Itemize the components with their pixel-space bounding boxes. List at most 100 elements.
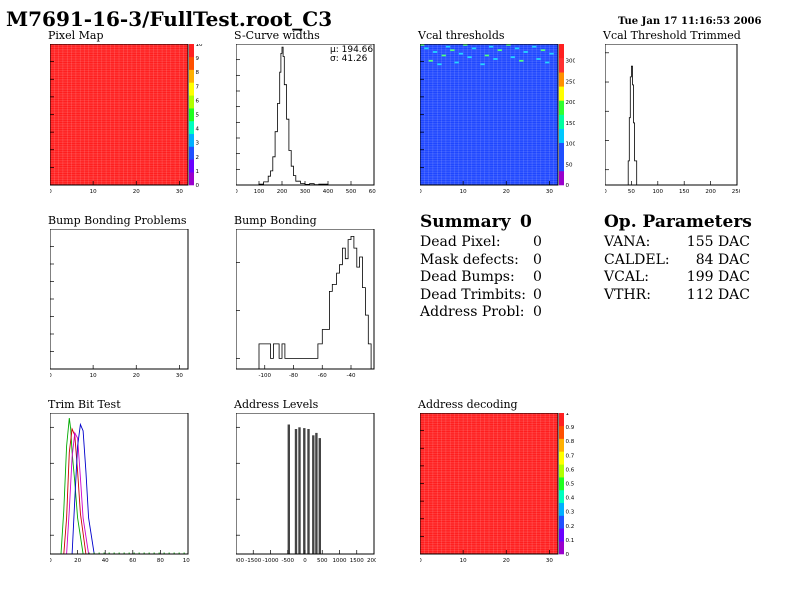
x-tick-label: -100 [259, 373, 272, 379]
palette-label: 300 [566, 59, 576, 65]
x-tick-label: 1000 [333, 558, 347, 563]
palette-label: 0 [196, 183, 200, 189]
palette-swatch [189, 56, 194, 70]
palette-label: 0.9 [566, 425, 575, 431]
summary-row: Mask defects: 0 [420, 252, 550, 270]
palette-label: 0.6 [566, 467, 575, 473]
palette-swatch [189, 172, 194, 186]
op-param-row: VANA: 155 DAC [604, 234, 754, 252]
heatmap-cell [432, 51, 438, 53]
summary-row: Dead Bumps: 0 [420, 269, 550, 287]
x-tick-label: -60 [318, 373, 327, 379]
palette-swatch [559, 489, 564, 503]
summary-label: Dead Pixel: [420, 234, 501, 250]
vcal-trimmed-title: Vcal Threshold Trimmed [603, 29, 741, 42]
palette-swatch [559, 58, 564, 73]
heatmap-cell [441, 54, 446, 57]
x-tick-label: 250 [732, 189, 740, 194]
x-tick-label: 2000 [367, 558, 376, 563]
x-tick-label: 1500 [350, 558, 364, 563]
trim-bit-title: Trim Bit Test [48, 398, 121, 411]
heatmap-cell [424, 47, 429, 50]
x-tick-label: 100 [254, 189, 265, 194]
bar-mark [312, 435, 315, 554]
x-tick-label: 200 [705, 189, 716, 194]
heatmap-fill [420, 413, 558, 554]
palette-label: 10 [196, 44, 203, 48]
x-tick-label: 0 [420, 558, 422, 563]
op-param-row: VCAL: 199 DAC [604, 269, 754, 287]
heatmap-cell [510, 56, 515, 59]
x-tick-label: 50 [628, 189, 635, 194]
x-tick-label: 100 [183, 558, 190, 563]
scurve-title: S-Curve widths [234, 29, 320, 42]
op-param-label: VTHR: [604, 286, 651, 303]
pixel-map-title: Pixel Map [48, 29, 104, 42]
op-param-label: VCAL: [604, 269, 649, 285]
heatmap-cell [458, 52, 464, 55]
series-line-1 [63, 427, 87, 555]
histogram-line [605, 65, 737, 186]
op-param-value: 112 DAC [686, 286, 750, 303]
summary-value: 0 [533, 251, 542, 268]
palette-swatch [189, 95, 194, 109]
x-tick-label: 150 [679, 189, 690, 194]
x-tick-label: 0 [50, 189, 52, 194]
x-tick-label: 200 [277, 189, 288, 194]
summary-heading: Summary [420, 212, 511, 232]
stat-mean: μ: 194.66 [330, 45, 373, 55]
scurve-chart: 0100200300400500600050100150200250300350… [224, 43, 380, 195]
palette-label: 0.4 [566, 496, 575, 502]
op-parameters-block: Op. Parameters VANA: 155 DAC CALDEL: 84 DA… [604, 212, 754, 304]
palette-label: 1 [196, 169, 200, 175]
plot-frame [235, 43, 375, 186]
bar-mark [315, 432, 318, 554]
x-tick-label: 20 [133, 373, 140, 379]
palette-label: 250 [566, 79, 576, 85]
palette-swatch [559, 86, 564, 101]
x-tick-label: 10 [90, 373, 97, 379]
palette-swatch [559, 170, 564, 186]
address-levels-chart: -2000-1500-1000-500050010001500200010⁰10… [225, 412, 381, 564]
palette-swatch [559, 425, 564, 439]
x-tick-label: 10 [90, 189, 97, 194]
heatmap-cell [484, 54, 490, 57]
palette-label: 2 [196, 155, 200, 161]
x-tick-label: 0 [50, 373, 52, 379]
summary-value: 0 [533, 304, 542, 320]
vcal-thresholds-title: Vcal thresholds [418, 29, 505, 42]
palette-label: 1 [566, 413, 570, 417]
op-parameters-heading: Op. Parameters [604, 212, 752, 232]
series-line-3 [71, 422, 95, 555]
palette-swatch [189, 146, 194, 160]
heatmap-cell [540, 49, 546, 52]
palette-swatch [559, 44, 564, 59]
palette-label: 7 [196, 84, 200, 90]
x-tick-label: -1000 [263, 558, 279, 563]
palette-label: 0 [566, 183, 570, 189]
palette-label: 0 [566, 552, 570, 558]
pixel-map-panel: Pixel Map 010203001020304050607080012345… [41, 29, 203, 195]
bar-mark [298, 427, 301, 554]
palette-swatch [559, 142, 564, 158]
palette-label: 0.8 [566, 439, 575, 445]
palette-swatch [559, 413, 564, 427]
bar-mark [318, 438, 321, 554]
palette-swatch [189, 120, 194, 134]
heatmap-cell [497, 49, 502, 52]
x-tick-label: 300 [300, 189, 311, 194]
x-tick-label: 0 [236, 189, 238, 194]
palette-swatch [559, 128, 564, 143]
timestamp: Tue Jan 17 11:16:53 2006 [618, 16, 762, 27]
heatmap-cell [437, 63, 442, 66]
palette-label: 0.7 [566, 453, 575, 459]
histogram-line [257, 236, 372, 370]
trim-bit-panel: Trim Bit Test 02040608010010⁰10¹10²10³ [39, 398, 194, 564]
summary-label: Mask defects: [420, 251, 519, 268]
bump-bonding-chart: -100-80-60-4010⁰10¹10² [225, 228, 375, 379]
palette-swatch [559, 464, 564, 478]
op-param-value: 155 DAC [686, 234, 750, 250]
trim-bit-chart: 02040608010010⁰10¹10²10³ [39, 412, 194, 564]
address-levels-panel: Address Levels -2000-1500-1000-500 0 500 10… [225, 398, 382, 564]
x-tick-label: -80 [289, 373, 298, 379]
